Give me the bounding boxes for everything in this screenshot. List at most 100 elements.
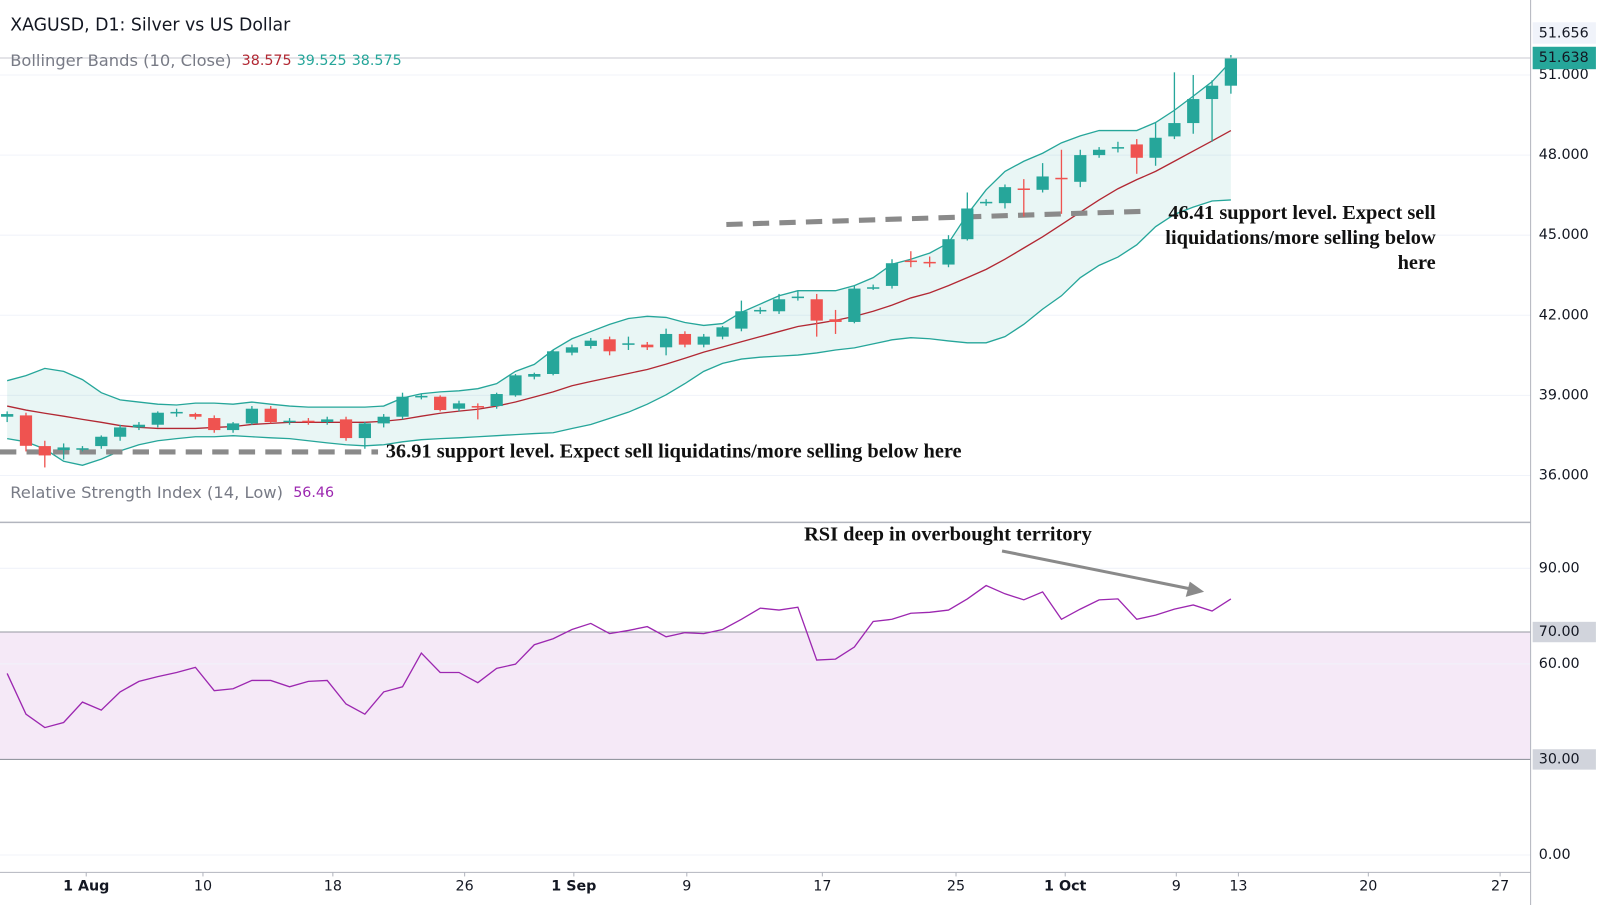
candle-body — [132, 424, 146, 428]
candle-body — [998, 187, 1012, 204]
candle-body — [509, 375, 522, 396]
indicator-value: 39.525 — [297, 53, 347, 69]
candle-body — [942, 239, 955, 265]
candle-body — [19, 415, 33, 446]
candle-body — [923, 261, 936, 264]
candle-body — [1036, 176, 1049, 190]
y-tick-label: 60.00 — [1539, 656, 1580, 672]
candle-body — [208, 418, 221, 431]
candle-body — [396, 396, 409, 417]
x-tick-label: 26 — [456, 879, 474, 895]
candle-body — [57, 447, 70, 451]
candle-body — [113, 427, 127, 437]
y-tick-label: 45.000 — [1539, 227, 1589, 243]
x-tick-label: 1 Sep — [551, 879, 596, 895]
candle-body — [980, 201, 993, 204]
candle-body — [38, 446, 51, 456]
x-tick-label: 27 — [1491, 879, 1509, 895]
y-tick-label: 90.00 — [1539, 560, 1580, 576]
y-tick-label: 42.000 — [1539, 307, 1589, 323]
candle-body — [904, 260, 917, 263]
indicator-name: Bollinger Bands (10, Close) — [10, 51, 231, 70]
x-tick-label: 9 — [682, 879, 691, 895]
x-tick-label: 1 Oct — [1044, 879, 1086, 895]
candle-body — [716, 327, 729, 337]
candle-body — [697, 336, 710, 345]
candle-body — [1149, 137, 1162, 158]
candle-body — [471, 406, 484, 408]
y-tick-label: 39.000 — [1539, 387, 1589, 403]
candle-body — [358, 423, 371, 439]
x-tick-label: 20 — [1359, 879, 1377, 895]
candle-body — [772, 299, 786, 312]
x-tick-label: 25 — [947, 879, 965, 895]
x-tick-label: 9 — [1172, 879, 1181, 895]
candle-body — [321, 419, 334, 423]
annotation: liquidations/more selling below — [1165, 227, 1436, 249]
candle-body — [1017, 188, 1030, 191]
candle-body — [848, 288, 861, 322]
rsi-band — [0, 632, 1531, 760]
candle-body — [603, 339, 616, 352]
candle-body — [189, 414, 202, 417]
candle-body — [659, 333, 673, 348]
candle-body — [829, 319, 842, 322]
candle-body — [584, 340, 597, 346]
candle-body — [434, 396, 447, 411]
y-tick-label: 51.000 — [1539, 67, 1589, 83]
candle-body — [302, 420, 315, 423]
arrow-head — [1185, 581, 1205, 597]
candle-body — [1187, 99, 1200, 124]
last-price-label: 51.638 — [1539, 50, 1589, 66]
candle-body — [452, 403, 466, 409]
candle-body — [226, 423, 240, 431]
band-line — [6, 60, 1232, 408]
candle-body — [151, 412, 164, 425]
candle-body — [678, 333, 692, 345]
y-tick-label: 48.000 — [1539, 147, 1589, 163]
candle-body — [791, 296, 804, 299]
candle-body — [415, 395, 428, 398]
candle-body — [641, 344, 654, 348]
candle-body — [622, 343, 635, 345]
y-tick-label: 0.00 — [1539, 847, 1571, 863]
support-line — [726, 208, 1149, 228]
candle-body — [377, 416, 390, 424]
rsi-band-label: 70.00 — [1539, 624, 1580, 640]
candle-body — [76, 448, 89, 450]
annotation: 36.91 support level. Expect sell liquida… — [386, 441, 962, 463]
candle-body — [283, 420, 296, 423]
x-tick-label: 18 — [324, 879, 342, 895]
annotation-arrow — [1001, 549, 1191, 591]
candle-body — [170, 411, 183, 414]
candle-body — [961, 208, 974, 240]
x-tick-label: 10 — [194, 879, 212, 895]
candle-body — [1130, 144, 1143, 158]
candle-body — [490, 394, 503, 407]
candle-body — [1055, 177, 1068, 180]
x-tick-label: 1 Aug — [63, 879, 109, 895]
rsi-band-label: 30.00 — [1539, 751, 1580, 767]
candle-body — [95, 436, 108, 447]
x-tick-label: 17 — [813, 879, 831, 895]
indicator-value: 38.575 — [242, 53, 292, 69]
chart-title: XAGUSD, D1: Silver vs US Dollar — [10, 16, 291, 36]
indicator-legend: Bollinger Bands (10, Close) 38.575 39.525 3… — [10, 51, 401, 70]
band-line — [7, 199, 1231, 466]
rsi-legend: Relative Strength Index (14, Low) 56.46 — [10, 482, 334, 501]
last-price-box — [1532, 46, 1596, 70]
candle-body — [1205, 85, 1219, 100]
rsi-value: 56.46 — [293, 485, 334, 501]
candle-body — [735, 311, 748, 329]
high-label-box — [1532, 22, 1596, 44]
candle-body — [245, 408, 259, 424]
candle-body — [1092, 149, 1106, 156]
candle-body — [1111, 147, 1125, 149]
rsi-line — [6, 584, 1232, 729]
band-fill — [7, 61, 1231, 466]
candle-body — [528, 374, 541, 377]
candle-body — [754, 309, 767, 312]
candle-body — [1, 414, 14, 417]
